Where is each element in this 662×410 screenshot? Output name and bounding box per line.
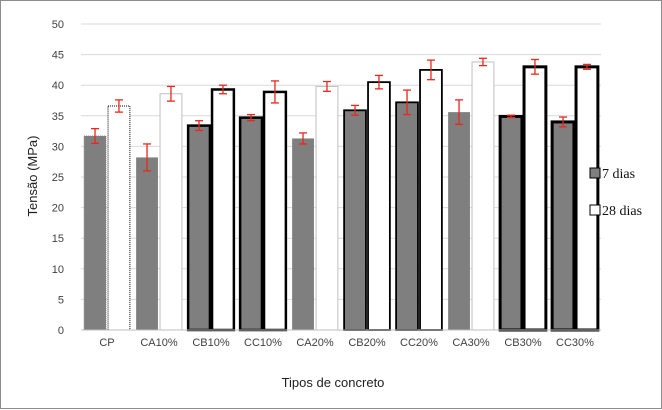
bar-7-dias-ca20pct — [292, 138, 314, 330]
x-tick-label: CB30% — [504, 337, 542, 349]
bar-7-dias-cb30pct — [498, 114, 524, 332]
y-tick-label: 30 — [52, 141, 64, 153]
x-tick-label: CA30% — [452, 337, 490, 349]
x-tick-label: CC20% — [400, 337, 438, 349]
bar-28-dias-cc30pct — [574, 65, 600, 332]
x-tick-label: CP — [99, 337, 114, 349]
bar-7-dias-cc20pct — [395, 101, 419, 331]
bar-7-dias-cb20pct — [343, 109, 367, 331]
legend-swatch-7-dias — [589, 167, 601, 179]
bar-7-dias-cb10pct — [186, 124, 212, 332]
bar-28-dias-cb20pct — [367, 81, 391, 331]
y-tick-label: 50 — [52, 19, 64, 31]
y-tick-label: 20 — [52, 203, 64, 215]
legend-swatch-28-dias — [589, 204, 601, 216]
x-tick-label: CC10% — [244, 337, 282, 349]
y-tick-label: 10 — [52, 264, 64, 276]
x-axis-ticks: CP CA10% CB10% CC10% CA20% CB20% CC20% CA30% CB3… — [99, 337, 594, 349]
bar-7-dias-cc30pct — [550, 120, 576, 332]
x-tick-label: CB10% — [192, 337, 230, 349]
x-tick-label: CB20% — [348, 337, 386, 349]
y-tick-label: 0 — [58, 325, 64, 337]
y-tick-label: 40 — [52, 80, 64, 92]
bar-28-dias-cb10pct — [210, 88, 236, 332]
y-tick-label: 45 — [52, 50, 64, 62]
x-axis-title: Tipos de concreto — [282, 375, 385, 390]
y-tick-label: 35 — [52, 111, 64, 123]
bar-28-dias-cp — [107, 105, 131, 331]
legend-label-7-dias: 7 dias — [602, 167, 635, 182]
x-tick-label: CA20% — [296, 337, 334, 349]
legend-label-28-dias: 28 dias — [602, 204, 642, 219]
x-tick-label: CA10% — [140, 337, 178, 349]
bar-28-dias-ca30pct — [471, 61, 495, 331]
bar-28-dias-ca10pct — [159, 93, 183, 331]
bar-7-dias-ca30pct — [448, 112, 470, 331]
x-tick-label: CC30% — [556, 337, 594, 349]
legend: 7 dias 28 dias — [589, 167, 642, 219]
bar-7-dias-cc10pct — [238, 116, 264, 332]
y-axis-title: Tensão (MPa) — [25, 136, 40, 217]
bar-28-dias-ca20pct — [315, 85, 339, 331]
y-tick-label: 5 — [58, 294, 64, 306]
bar-7-dias-ca10pct — [136, 157, 158, 330]
bar-28-dias-cb30pct — [522, 65, 548, 332]
error-bars — [91, 57, 591, 172]
bar-28-dias-cc20pct — [419, 69, 443, 331]
bars — [83, 61, 600, 332]
y-tick-label: 15 — [52, 233, 64, 245]
bar-28-dias-cc10pct — [262, 90, 288, 332]
bar-7-dias-cp — [83, 135, 107, 331]
y-tick-label: 25 — [52, 172, 64, 184]
y-axis-ticks: 0 5 10 15 20 25 30 35 40 45 50 — [52, 19, 64, 337]
